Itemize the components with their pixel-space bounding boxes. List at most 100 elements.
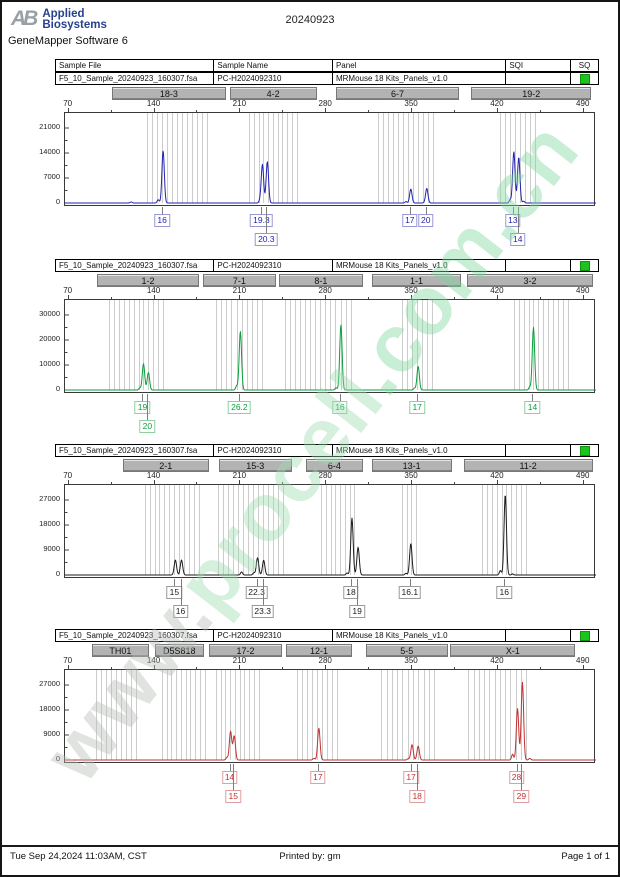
x-axis-tick <box>411 108 413 112</box>
x-axis-tick-label: 210 <box>232 286 247 295</box>
sample-sq-cell <box>571 630 598 641</box>
x-axis-tick-label: 350 <box>404 99 418 108</box>
x-axis-tick <box>496 480 498 484</box>
x-axis-tick <box>239 108 241 112</box>
sample-file-cell: F5_10_Sample_20240923_160307.fsa <box>56 260 215 271</box>
printed-by: Printed by: gm <box>279 851 341 862</box>
allele-connector <box>516 764 518 772</box>
x-axis-tick <box>239 665 241 669</box>
marker-box-11-2: 11-2 <box>463 459 593 472</box>
y-axis-tick-label: 27000 <box>39 679 60 688</box>
y-axis-tick-label: 20000 <box>39 334 60 343</box>
x-axis-tick-label: 280 <box>318 99 332 108</box>
marker-box-4-2: 4-2 <box>229 87 317 100</box>
y-axis-tick-label: 30000 <box>39 309 60 318</box>
allele-label: 17 <box>403 771 419 784</box>
x-axis-minor-tick <box>196 666 198 669</box>
sample-info-row: F5_10_Sample_20240923_160307.fsa PC-H2024… <box>55 444 599 457</box>
plot-area <box>64 669 596 763</box>
plot-svg <box>65 113 596 204</box>
x-axis-tick <box>325 665 327 669</box>
allele-label: 16 <box>496 586 512 599</box>
allele-label: 16 <box>172 605 189 618</box>
x-axis-tick <box>325 480 327 484</box>
sq-pass-indicator <box>579 445 590 456</box>
marker-box-5-5: 5-5 <box>365 644 448 657</box>
x-axis-minor-tick <box>453 666 455 669</box>
x-axis-tick-label: 420 <box>490 471 504 480</box>
y-axis-tick-label: 18000 <box>39 704 60 713</box>
x-axis-tick <box>67 295 69 299</box>
x-axis-tick-label: 280 <box>318 471 332 480</box>
sample-sqi-cell <box>506 73 572 84</box>
app-title: GeneMapper Software 6 <box>8 35 128 47</box>
x-axis-tick <box>496 108 498 112</box>
x-axis-tick-label: 140 <box>146 471 161 480</box>
x-axis-tick-label: 140 <box>146 286 161 295</box>
x-axis-tick <box>411 665 413 669</box>
x-axis-tick <box>67 480 69 484</box>
allele-labels-row: 16 19.3 20.3 17 20 13 14 <box>2 206 618 264</box>
allele-label: 20.3 <box>255 233 278 246</box>
x-axis-tick <box>411 480 413 484</box>
x-axis-tick-label: 350 <box>404 656 418 665</box>
marker-box-18-3: 18-3 <box>111 87 226 100</box>
x-axis-tick-label: 70 <box>63 471 73 480</box>
sample-sq-cell <box>571 445 598 456</box>
marker-box-17-2: 17-2 <box>208 644 283 657</box>
sample-file-cell: F5_10_Sample_20240923_160307.fsa <box>56 630 215 641</box>
allele-label: 14 <box>510 233 526 246</box>
sample-name-cell: PC-H2024092310 <box>214 445 333 456</box>
brand-line1: Applied <box>42 8 85 20</box>
x-axis-tick <box>325 108 327 112</box>
electropherogram-panel-1: F5_10_Sample_20240923_160307.fsa PC-H2024… <box>2 72 618 268</box>
x-axis-tick <box>582 480 584 484</box>
allele-label: 15 <box>166 586 183 599</box>
col-sq: SQ <box>578 61 591 70</box>
y-axis-tick-label: 9000 <box>43 729 60 738</box>
y-axis-tick-label: 0 <box>55 197 60 206</box>
allele-label: 20 <box>139 420 156 433</box>
brand-text: Applied Biosystems <box>42 8 107 30</box>
allele-connector <box>147 394 149 421</box>
x-axis-tick-label: 490 <box>576 471 590 480</box>
trace-path <box>65 681 596 761</box>
sample-name-cell: PC-H2024092310 <box>214 73 333 84</box>
x-axis-minor-tick <box>282 296 284 299</box>
x-axis-tick <box>153 665 155 669</box>
marker-box-6-7: 6-7 <box>336 87 459 100</box>
marker-box-TH01: TH01 <box>92 644 149 657</box>
allele-connector <box>180 579 182 606</box>
y-axis-tick-label: 27000 <box>39 494 60 503</box>
sq-pass-indicator <box>579 630 590 641</box>
y-axis-tick-label: 10000 <box>39 359 60 368</box>
allele-connector <box>142 394 144 402</box>
allele-label: 18 <box>409 790 425 803</box>
y-axis-tick-label: 21000 <box>39 122 60 131</box>
sample-info-row: F5_10_Sample_20240923_160307.fsa PC-H2024… <box>55 629 599 642</box>
x-axis-tick <box>582 665 584 669</box>
trace-path <box>65 324 596 391</box>
y-axis-tick-label: 9000 <box>43 544 60 553</box>
allele-label: 16 <box>154 214 170 227</box>
allele-label: 14 <box>221 771 238 784</box>
allele-label: 18 <box>343 586 359 599</box>
allele-connector <box>350 579 352 587</box>
sample-panel-cell: MRMouse 18 Kits_Panels_v1.0 <box>333 260 507 271</box>
electropherogram-panel-4: F5_10_Sample_20240923_160307.fsa PC-H2024… <box>2 629 618 825</box>
allele-connector <box>174 579 176 587</box>
marker-row: 1-2 7-1 8-1 1-1 3-2 <box>2 274 618 287</box>
x-axis-minor-tick <box>110 109 112 112</box>
plot-svg <box>65 485 596 576</box>
x-axis-minor-tick <box>368 109 370 112</box>
x-axis-minor-tick <box>110 296 112 299</box>
footer-divider <box>2 845 618 847</box>
x-axis-tick-label: 350 <box>404 286 418 295</box>
allele-label: 19 <box>349 605 365 618</box>
allele-label: 17 <box>409 401 425 414</box>
marker-row: 18-3 4-2 6-7 19-2 <box>2 87 618 100</box>
x-axis-minor-tick <box>539 109 541 112</box>
footer-timestamp: Tue Sep 24,2024 11:03AM, CST <box>10 851 147 862</box>
sample-info-row: F5_10_Sample_20240923_160307.fsa PC-H2024… <box>55 259 599 272</box>
sample-sqi-cell <box>506 260 572 271</box>
